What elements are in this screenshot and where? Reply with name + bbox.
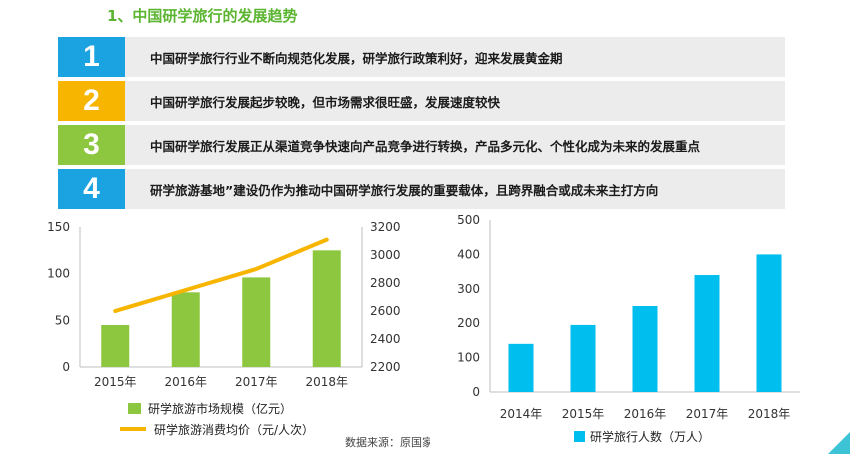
y-tick-label: 500 bbox=[457, 213, 480, 227]
x-tick-label: 2015年 bbox=[562, 407, 605, 421]
bar-travelers bbox=[694, 275, 720, 392]
bar-travelers bbox=[632, 306, 658, 392]
y-right-tick-label: 3200 bbox=[370, 220, 401, 234]
y-right-tick-label: 2200 bbox=[370, 360, 401, 374]
trend-number-badge: 1 bbox=[58, 37, 125, 77]
legend-label: 研学旅行人数（万人） bbox=[590, 429, 710, 444]
y-left-tick-label: 100 bbox=[47, 267, 70, 281]
trend-list: 1 中国研学旅行行业不断向规范化发展，研学旅行政策利好，迎来发展黄金期 2 中国… bbox=[58, 37, 785, 213]
y-right-tick-label: 3000 bbox=[370, 248, 401, 262]
y-right-tick-label: 2400 bbox=[370, 332, 401, 346]
y-left-tick-label: 150 bbox=[47, 220, 70, 234]
bar-travelers bbox=[756, 254, 782, 392]
trend-text: 研学旅游基地”建设仍作为推动中国研学旅行发展的重要载体，且跨界融合或成未来主打方… bbox=[125, 169, 785, 209]
y-tick-label: 0 bbox=[472, 385, 480, 399]
bar-market-size bbox=[312, 250, 341, 367]
y-tick-label: 300 bbox=[457, 282, 480, 296]
corner-decoration bbox=[828, 432, 850, 454]
trend-text: 中国研学旅行发展起步较晚，但市场需求很旺盛，发展速度较快 bbox=[125, 81, 785, 121]
trend-item: 4 研学旅游基地”建设仍作为推动中国研学旅行发展的重要载体，且跨界融合或成未来主… bbox=[58, 169, 785, 209]
bar-travelers bbox=[508, 343, 534, 392]
source-note: 数据来源：原国家旅游局 bbox=[345, 435, 430, 449]
trend-text: 中国研学旅行发展正从渠道竞争快速向产品竞争进行转换，产品多元化、个性化成为未来的… bbox=[125, 125, 785, 165]
trend-item: 1 中国研学旅行行业不断向规范化发展，研学旅行政策利好，迎来发展黄金期 bbox=[58, 37, 785, 77]
trend-item: 3 中国研学旅行发展正从渠道竞争快速向产品竞争进行转换，产品多元化、个性化成为未… bbox=[58, 125, 785, 165]
x-tick-label: 2016年 bbox=[624, 407, 667, 421]
bar-market-size bbox=[101, 325, 130, 367]
trend-item: 2 中国研学旅行发展起步较晚，但市场需求很旺盛，发展速度较快 bbox=[58, 81, 785, 121]
y-tick-label: 100 bbox=[457, 351, 480, 365]
trend-number-badge: 2 bbox=[58, 81, 125, 121]
trend-text: 中国研学旅行行业不断向规范化发展，研学旅行政策利好，迎来发展黄金期 bbox=[125, 37, 785, 77]
x-tick-label: 2018年 bbox=[748, 407, 791, 421]
x-tick-label: 2017年 bbox=[686, 407, 729, 421]
legend-label: 研学旅游消费均价（元/人次） bbox=[154, 422, 314, 437]
legend-label: 研学旅游市场规模（亿元） bbox=[148, 401, 292, 416]
bar-market-size bbox=[171, 292, 200, 367]
x-tick-label: 2015年 bbox=[94, 375, 137, 389]
y-right-tick-label: 2800 bbox=[370, 276, 401, 290]
page-title: 1、中国研学旅行的发展趋势 bbox=[107, 7, 298, 25]
market-size-chart: 0 50 100 150 2200 2400 2600 2800 3000 3200 2015年 20… bbox=[47, 220, 430, 449]
y-left-tick-label: 0 bbox=[62, 360, 70, 374]
x-tick-label: 2016年 bbox=[164, 375, 207, 389]
legend-swatch-market-size bbox=[128, 403, 141, 414]
y-tick-label: 200 bbox=[457, 316, 480, 330]
travelers-chart: 0 100 200 300 400 500 2014年 2015年 2016年 2017年 2018… bbox=[457, 213, 800, 444]
x-tick-label: 2017年 bbox=[235, 375, 278, 389]
bar-market-size bbox=[242, 277, 271, 367]
trend-number-badge: 3 bbox=[58, 125, 125, 165]
bar-travelers bbox=[570, 324, 596, 392]
x-tick-label: 2018年 bbox=[305, 375, 348, 389]
trend-number-badge: 4 bbox=[58, 169, 125, 209]
line-avg-spend bbox=[113, 237, 329, 313]
x-tick-label: 2014年 bbox=[500, 407, 543, 421]
y-right-tick-label: 2600 bbox=[370, 304, 401, 318]
y-left-tick-label: 50 bbox=[55, 313, 70, 327]
y-tick-label: 400 bbox=[457, 247, 480, 261]
legend-swatch-travelers bbox=[574, 431, 585, 442]
